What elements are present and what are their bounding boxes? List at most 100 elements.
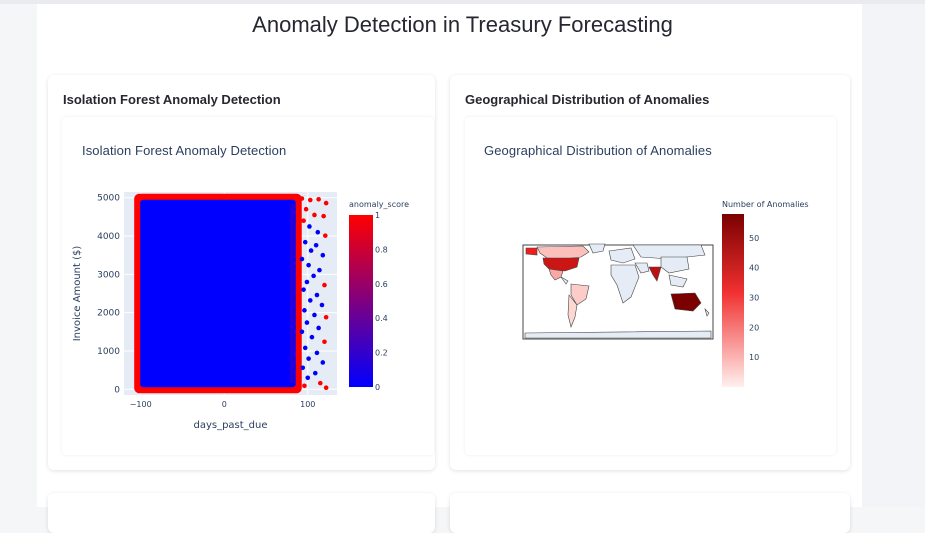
outlier-point (301, 287, 306, 292)
outlier-point (309, 334, 315, 340)
region-antarctica (524, 330, 712, 339)
outlier-point (316, 196, 321, 202)
outlier-point (299, 196, 305, 201)
y-tick-label: 5000 (97, 194, 120, 204)
x-tick-label: 0 (222, 400, 227, 409)
region-china (660, 256, 690, 274)
region-argentina (567, 294, 578, 328)
card-bottom-left (48, 493, 435, 533)
region-brazil (570, 283, 590, 306)
top-border (0, 0, 925, 4)
colorbar-tick-label: 0.8 (375, 245, 388, 254)
outlier-point (308, 248, 314, 253)
outlier-point (322, 339, 327, 345)
y-tick-label: 3000 (97, 270, 120, 280)
right-gutter (862, 4, 925, 507)
region-southeast-asia (668, 274, 688, 288)
scatter-plot[interactable]: −100 0 100010002000300040005000days_past_d… (62, 117, 434, 455)
outlier-point (323, 314, 329, 320)
outlier-point (319, 302, 325, 308)
outlier-point (302, 239, 308, 245)
outlier-point (302, 383, 307, 389)
colorbar-tick-label: 0.4 (375, 314, 388, 323)
x-tick-label: 100 (300, 400, 315, 409)
plot-container-geo: Geographical Distribution of Anomalies N… (465, 117, 836, 455)
outlier-point (317, 267, 322, 273)
y-axis-label: Invoice Amount ($) (72, 246, 83, 342)
outlier-point (302, 308, 307, 313)
y-tick-label: 2000 (97, 309, 120, 319)
region-middle-east (634, 262, 650, 274)
map-colorbar (722, 214, 744, 387)
outlier-point (299, 329, 305, 335)
outlier-point (322, 282, 327, 288)
card-geo-distribution: Geographical Distribution of Anomalies G… (450, 75, 850, 470)
outlier-point (305, 375, 311, 381)
outlier-point (323, 385, 329, 391)
outlier-point (320, 252, 326, 258)
choropleth-map[interactable]: Number of Anomalies 10 20 30 40 50 (465, 117, 836, 455)
outlier-point (307, 224, 312, 229)
plot-container-isolation-forest: Isolation Forest Anomaly Detection −100 0… (62, 117, 434, 455)
x-axis-label: days_past_due (193, 420, 267, 431)
region-central-america (560, 276, 569, 285)
card-title-geo-distribution: Geographical Distribution of Anomalies (465, 92, 710, 107)
outlier-point (306, 262, 311, 268)
x-tick-label: −100 (130, 400, 152, 409)
card-isolation-forest: Isolation Forest Anomaly Detection Isola… (48, 75, 435, 470)
outlier-point (304, 279, 310, 285)
region-alaska (525, 247, 538, 256)
colorbar-title: anomaly_score (349, 200, 409, 209)
region-europe (608, 247, 636, 264)
card-bottom-right (450, 493, 850, 533)
colorbar-tick-label: 0.2 (375, 349, 388, 358)
region-mexico (548, 268, 564, 281)
region-india (648, 266, 662, 282)
map-colorbar-tick-label: 10 (749, 353, 759, 362)
outlier-point (321, 213, 326, 219)
outlier-point (300, 365, 306, 371)
colorbar-tick-label: 0.6 (375, 280, 388, 289)
map-colorbar-tick-label: 50 (749, 234, 759, 243)
outlier-point (299, 256, 305, 262)
map-colorbar-tick-label: 40 (749, 264, 759, 273)
page-title: Anomaly Detection in Treasury Forecastin… (252, 12, 673, 37)
outlier-point (314, 350, 320, 356)
map-colorbar-tick-label: 30 (749, 294, 759, 303)
map-colorbar-title: Number of Anomalies (722, 200, 809, 209)
plot-title-geo: Geographical Distribution of Anomalies (484, 143, 712, 158)
colorbar (349, 215, 373, 387)
outlier-point (315, 229, 321, 235)
outlier-point (323, 200, 329, 206)
outlier-point (312, 212, 317, 218)
outlier-point (306, 356, 311, 361)
outlier-point (316, 325, 321, 331)
outlier-point (301, 218, 306, 224)
region-africa (610, 264, 640, 304)
outlier-point (303, 206, 309, 212)
map-colorbar-tick-label: 20 (749, 323, 759, 332)
outlier-point (311, 273, 316, 279)
outlier-point (323, 233, 328, 238)
region-new-zealand (704, 307, 710, 317)
outlier-point (302, 345, 308, 351)
outlier-point (312, 370, 318, 376)
normal-points-region (140, 199, 296, 388)
region-united-states (542, 257, 580, 272)
card-title-isolation-forest: Isolation Forest Anomaly Detection (63, 92, 281, 107)
y-tick-label: 1000 (97, 347, 120, 357)
outlier-point (320, 360, 326, 365)
outlier-point (317, 380, 323, 386)
colorbar-tick-label: 1 (375, 211, 380, 220)
region-greenland (588, 243, 606, 254)
y-tick-label: 4000 (97, 232, 120, 242)
region-australia (670, 292, 702, 312)
outlier-point (307, 298, 313, 303)
outlier-point (312, 312, 317, 318)
y-tick-label: 0 (114, 385, 120, 395)
outlier-point (313, 242, 319, 248)
outlier-point (304, 320, 310, 325)
plot-title-isolation-forest: Isolation Forest Anomaly Detection (82, 143, 287, 158)
transition-band (289, 203, 295, 384)
outlier-point (314, 292, 320, 298)
